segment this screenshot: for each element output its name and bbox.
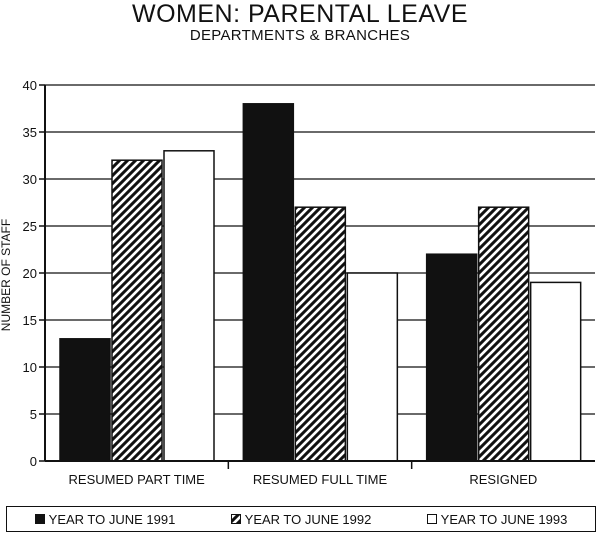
legend-item-1993: YEAR TO JUNE 1993 bbox=[426, 511, 568, 527]
bar-year-to-june-1993-resumed-part-time bbox=[163, 150, 215, 462]
legend: YEAR TO JUNE 1991 YEAR TO JUNE 1992 YEAR… bbox=[6, 506, 596, 532]
bar-year-to-june-1992-resumed-part-time bbox=[111, 159, 163, 462]
y-tick-label: 35 bbox=[23, 125, 37, 140]
bar-chart: 0 5 10 15 20 25 30 35 40 RESUMED PART TIME RESUMED… bbox=[0, 78, 595, 487]
x-tick-label: RESUMED FULL TIME bbox=[253, 472, 388, 487]
legend-label: YEAR TO JUNE 1993 bbox=[440, 511, 568, 527]
chart-subtitle: DEPARTMENTS & BRANCHES bbox=[189, 27, 411, 44]
legend-label: YEAR TO JUNE 1992 bbox=[244, 511, 372, 527]
y-tick-label: 30 bbox=[23, 172, 37, 187]
bar-year-to-june-1993-resumed-full-time bbox=[346, 272, 399, 462]
y-tick-label: 40 bbox=[23, 78, 37, 93]
bar-year-to-june-1991-resumed-full-time bbox=[242, 103, 295, 462]
bar-year-to-june-1992-resumed-full-time bbox=[294, 206, 347, 462]
legend-swatch-solid bbox=[34, 514, 45, 524]
axes: 0 5 10 15 20 25 30 35 40 RESUMED PART TIME RESUMED… bbox=[23, 78, 595, 487]
chart-title: WOMEN: PARENTAL LEAVE bbox=[131, 0, 469, 28]
legend-label: YEAR TO JUNE 1991 bbox=[48, 511, 176, 527]
legend-swatch-hatched bbox=[230, 514, 241, 524]
bar-year-to-june-1991-resigned bbox=[425, 253, 478, 462]
legend-swatch-white bbox=[426, 514, 437, 524]
bar-year-to-june-1993-resigned bbox=[529, 281, 582, 462]
x-tick-label: RESUMED PART TIME bbox=[69, 472, 206, 487]
x-tick-label: RESIGNED bbox=[469, 472, 537, 487]
y-tick-label: 20 bbox=[23, 266, 37, 281]
legend-item-1992: YEAR TO JUNE 1992 bbox=[230, 511, 372, 527]
bar-year-to-june-1992-resigned bbox=[477, 206, 530, 462]
y-tick-label: 5 bbox=[30, 407, 37, 422]
y-tick-label: 10 bbox=[23, 360, 37, 375]
y-tick-label: 0 bbox=[30, 454, 37, 469]
y-tick-label: 15 bbox=[23, 313, 37, 328]
bars bbox=[59, 103, 582, 462]
legend-item-1991: YEAR TO JUNE 1991 bbox=[34, 511, 176, 527]
y-tick-label: 25 bbox=[23, 219, 37, 234]
bar-year-to-june-1991-resumed-part-time bbox=[59, 338, 111, 462]
y-axis-label: NUMBER OF STAFF bbox=[0, 219, 13, 331]
